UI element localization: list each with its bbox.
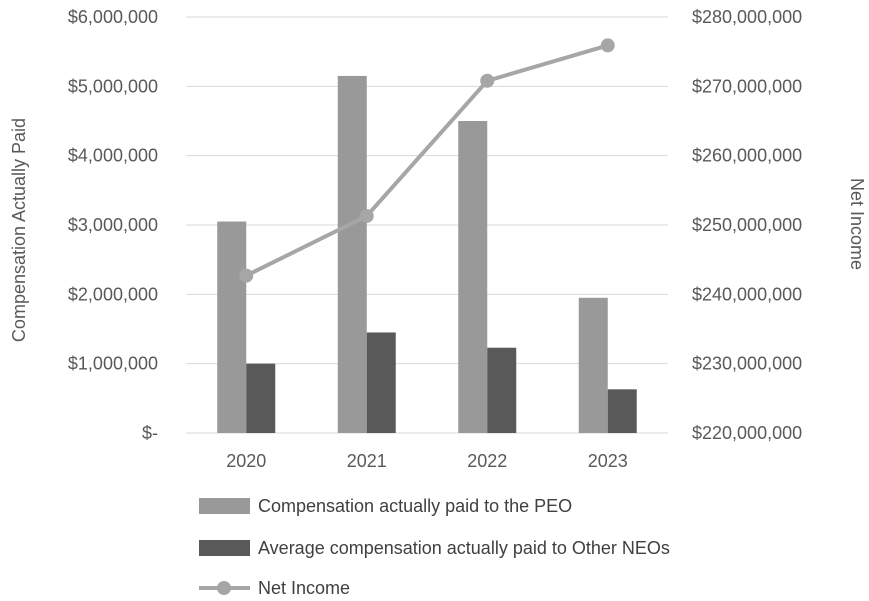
net-income-point — [480, 73, 495, 88]
legend-marker — [217, 581, 231, 595]
line-series — [239, 38, 615, 283]
left-axis-ticks: $- $1,000,000 $2,000,000 $3,000,000 $4,000,0… — [68, 7, 158, 443]
net-income-point — [600, 38, 615, 53]
net-income-point — [359, 208, 374, 223]
left-tick-label: $- — [142, 423, 158, 443]
left-tick-label: $4,000,000 — [68, 146, 158, 166]
category-label: 2021 — [347, 451, 387, 471]
right-tick-label: $220,000,000 — [692, 423, 802, 443]
left-tick-label: $2,000,000 — [68, 284, 158, 304]
left-tick-label: $1,000,000 — [68, 354, 158, 374]
left-tick-label: $6,000,000 — [68, 7, 158, 27]
neo-compensation-bar — [607, 389, 637, 433]
right-tick-label: $280,000,000 — [692, 7, 802, 27]
legend-swatch — [199, 498, 250, 514]
right-axis-ticks: $220,000,000 $230,000,000 $240,000,000 $250… — [692, 7, 802, 443]
left-tick-label: $5,000,000 — [68, 76, 158, 96]
peo-compensation-bar — [217, 221, 247, 433]
legend-label: Average compensation actually paid to Ot… — [258, 538, 670, 558]
right-tick-label: $270,000,000 — [692, 76, 802, 96]
left-axis-title: Compensation Actually Paid — [9, 118, 29, 342]
category-label: 2022 — [467, 451, 507, 471]
category-label: 2023 — [588, 451, 628, 471]
legend-swatch — [199, 540, 250, 556]
neo-compensation-bar — [366, 332, 396, 433]
right-tick-label: $250,000,000 — [692, 215, 802, 235]
right-tick-label: $230,000,000 — [692, 354, 802, 374]
peo-compensation-bar — [578, 297, 608, 433]
bar-series — [217, 75, 637, 433]
neo-compensation-bar — [246, 363, 276, 433]
right-axis-title: Net Income — [847, 178, 867, 270]
neo-compensation-bar — [487, 347, 517, 433]
legend-label: Compensation actually paid to the PEO — [258, 496, 572, 516]
legend-label: Net Income — [258, 578, 350, 598]
category-label: 2020 — [226, 451, 266, 471]
category-labels: 2020 2021 2022 2023 — [226, 451, 628, 471]
legend: Compensation actually paid to the PEO Ave… — [199, 496, 670, 598]
peo-compensation-bar — [458, 121, 488, 433]
right-tick-label: $260,000,000 — [692, 146, 802, 166]
net-income-point — [239, 268, 254, 283]
net-income-line — [245, 43, 609, 278]
peo-compensation-bar — [337, 75, 367, 433]
left-tick-label: $3,000,000 — [68, 215, 158, 235]
right-tick-label: $240,000,000 — [692, 284, 802, 304]
